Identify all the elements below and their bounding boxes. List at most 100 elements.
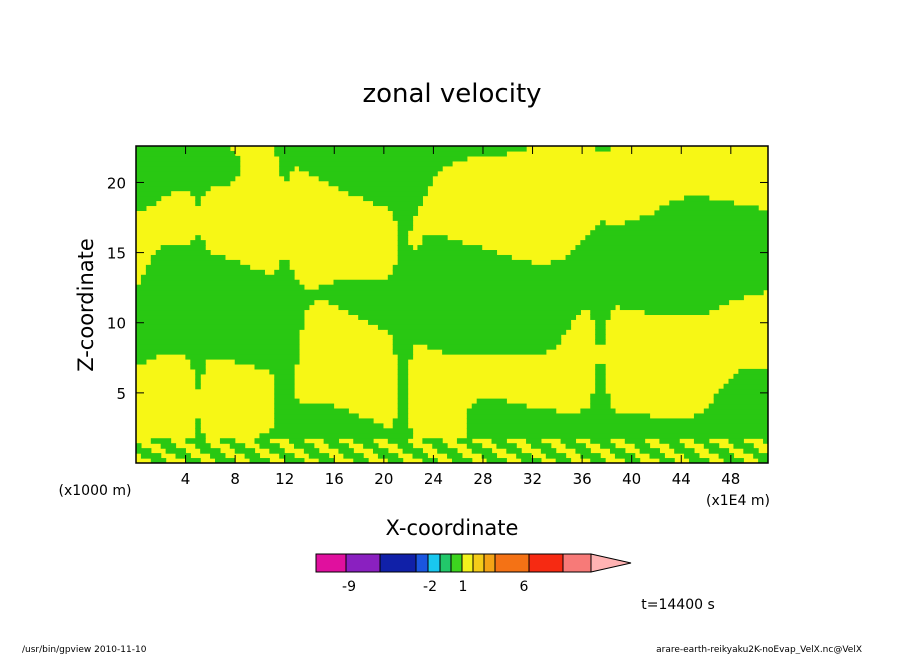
- negative-velocity-cell: [718, 388, 768, 395]
- negative-velocity-cell: [136, 309, 305, 316]
- velocity-field: [136, 146, 768, 463]
- negative-velocity-cell: [254, 363, 295, 370]
- negative-velocity-cell: [397, 235, 409, 241]
- colorbar-segment: [345, 553, 381, 573]
- negative-velocity-cell: [693, 413, 768, 420]
- negative-velocity-cell: [195, 418, 201, 424]
- negative-velocity-cell: [659, 205, 759, 211]
- negative-velocity-cell: [565, 254, 768, 261]
- x-tick-label: 20: [374, 470, 393, 488]
- negative-velocity-cell: [595, 146, 611, 152]
- x-tick-label: 48: [721, 470, 740, 488]
- negative-velocity-cell: [570, 250, 768, 256]
- negative-velocity-cell: [466, 433, 768, 439]
- negative-velocity-cell: [703, 408, 768, 415]
- plot-frame: [135, 145, 769, 464]
- negative-velocity-cell: [387, 205, 419, 211]
- negative-velocity-cell: [708, 448, 730, 454]
- x-tick-label: 44: [672, 470, 691, 488]
- negative-velocity-cell: [758, 458, 768, 463]
- negative-velocity-cell: [195, 195, 201, 202]
- negative-velocity-cell: [397, 408, 409, 415]
- negative-velocity-cell: [215, 458, 236, 463]
- negative-velocity-cell: [136, 195, 162, 202]
- negative-velocity-cell: [279, 155, 468, 162]
- negative-velocity-cell: [234, 358, 300, 365]
- x-tick-label: 24: [424, 470, 443, 488]
- negative-velocity-cell: [279, 170, 290, 177]
- negative-velocity-cell: [333, 279, 768, 286]
- negative-velocity-cell: [614, 453, 636, 459]
- negative-velocity-cell: [328, 180, 433, 187]
- negative-velocity-cell: [432, 443, 448, 449]
- y-tick-label: 15: [107, 245, 126, 263]
- x-tick-label: 4: [181, 470, 191, 488]
- x-axis: 4 8 12 16 20 24 28 32 36 40 44 48: [181, 146, 740, 488]
- negative-velocity-cell: [298, 165, 443, 172]
- negative-velocity-cell: [600, 443, 616, 449]
- negative-velocity-cell: [560, 438, 577, 444]
- negative-velocity-cell: [466, 418, 768, 424]
- negative-velocity-cell: [392, 215, 414, 221]
- negative-velocity-cell: [397, 363, 409, 370]
- negative-velocity-cell: [649, 453, 665, 459]
- x-tick-label: 32: [523, 470, 542, 488]
- negative-velocity-cell: [392, 349, 414, 355]
- negative-velocity-cell: [392, 423, 409, 429]
- negative-velocity-cell: [373, 448, 389, 454]
- negative-velocity-cell: [195, 378, 201, 385]
- negative-velocity-cell: [185, 354, 300, 360]
- negative-velocity-cell: [595, 334, 606, 340]
- negative-velocity-cell: [392, 210, 419, 216]
- colorbar-segment: [427, 553, 441, 573]
- negative-velocity-cell: [140, 453, 162, 459]
- negative-velocity-cell: [417, 245, 483, 251]
- negative-velocity-cell: [195, 383, 201, 390]
- negative-velocity-cell: [713, 393, 768, 400]
- negative-velocity-cell: [165, 448, 186, 454]
- negative-velocity-cell: [422, 438, 443, 444]
- negative-velocity-cell: [723, 458, 744, 463]
- colorbar-arrow: [590, 553, 632, 573]
- negative-velocity-cell: [259, 443, 280, 449]
- negative-velocity-cell: [471, 448, 493, 454]
- x-tick-label: 16: [325, 470, 344, 488]
- negative-velocity-cell: [733, 373, 768, 380]
- negative-velocity-cell: [234, 448, 256, 454]
- negative-velocity-cell: [338, 304, 616, 311]
- x-tick-label: 36: [573, 470, 592, 488]
- negative-velocity-cell: [269, 368, 295, 375]
- negative-velocity-cell: [595, 329, 606, 335]
- negative-velocity-cell: [136, 160, 241, 167]
- negative-velocity-cell: [195, 235, 201, 241]
- x-axis-label: X-coordinate: [386, 516, 519, 540]
- negative-velocity-cell: [590, 403, 611, 410]
- y-axis: 5 10 15 20: [107, 174, 768, 403]
- colorbar-segment: [472, 553, 485, 573]
- negative-velocity-cell: [269, 448, 285, 454]
- negative-velocity-cell: [136, 443, 142, 449]
- negative-velocity-cell: [580, 453, 601, 459]
- colorbar-tick-label: 6: [520, 579, 529, 595]
- negative-velocity-cell: [442, 349, 547, 355]
- negative-velocity-cell: [669, 443, 685, 449]
- colorbar-segment: [483, 553, 496, 573]
- negative-velocity-cell: [491, 438, 507, 444]
- negative-velocity-cell: [595, 319, 606, 325]
- negative-velocity-cell: [289, 438, 305, 444]
- x-tick-label: 12: [275, 470, 294, 488]
- footer-right: arare-earth-reikyaku2K-noEvap_VelX.nc@Ve…: [656, 645, 862, 654]
- negative-velocity-cell: [392, 264, 768, 271]
- negative-velocity-cell: [743, 448, 759, 454]
- negative-velocity-cell: [279, 264, 290, 271]
- negative-velocity-cell: [145, 269, 265, 276]
- negative-velocity-cell: [516, 453, 532, 459]
- colorbar-tick-label: -9: [342, 579, 356, 595]
- negative-velocity-cell: [397, 259, 532, 266]
- negative-velocity-cell: [155, 250, 211, 256]
- colorbar-tick-label: -2: [423, 579, 437, 595]
- negative-velocity-cell: [353, 458, 369, 463]
- colorbar: [315, 553, 632, 573]
- negative-velocity-cell: [185, 438, 206, 444]
- negative-velocity-cell: [644, 309, 710, 316]
